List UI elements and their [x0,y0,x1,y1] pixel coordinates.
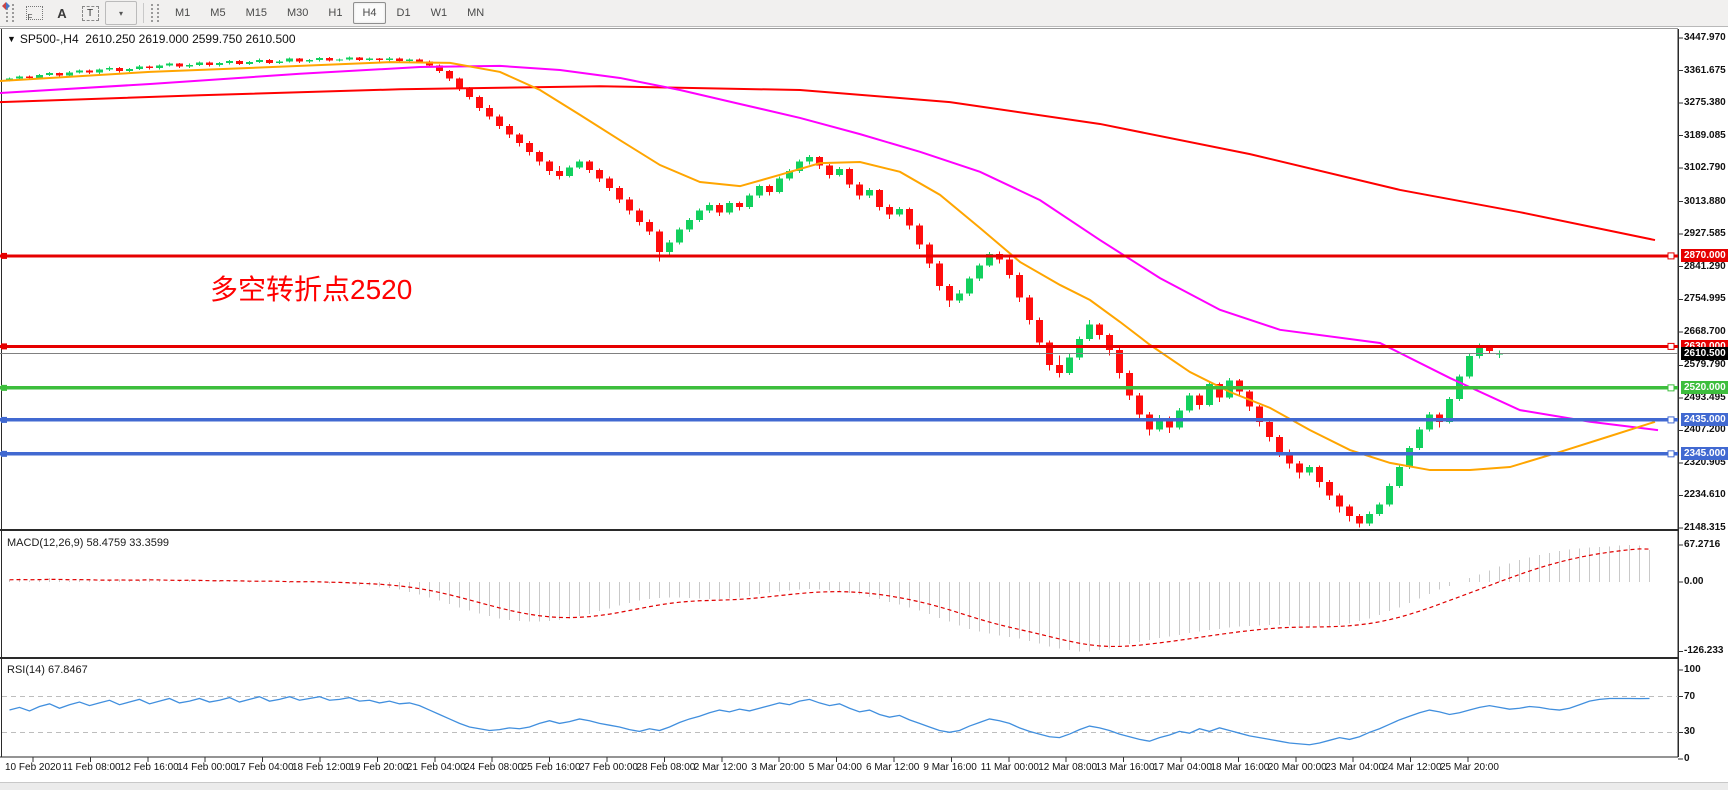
dropdown-caret-icon[interactable]: ▾ [118,8,123,18]
chart-canvas[interactable] [0,28,1728,790]
text-a-icon[interactable]: A [57,5,67,21]
f-grid-icon[interactable]: F [21,1,47,25]
timeframe-button-h1[interactable]: H1 [328,7,343,19]
toolbar-drag-handle-2[interactable] [151,4,159,22]
timeframe-buttons: M1 M5 M15 M30 H1 H4 D1 W1 MN [165,2,494,24]
arrows-glyph [2,2,10,10]
timeframe-button-mn[interactable]: MN [467,7,485,19]
chart-window [0,28,1728,782]
objects-arrows-icon[interactable]: ▾ [2,1,137,25]
timeframe-button-m5[interactable]: M5 [210,7,226,19]
timeframe-button-h4[interactable]: H4 [353,2,386,24]
text-box-icon[interactable]: T [77,1,103,25]
timeframe-button-m30[interactable]: M30 [286,7,309,19]
toolbar-drag-handle[interactable] [6,4,14,22]
timeframe-button-w1[interactable]: W1 [430,7,448,19]
timeframe-button-d1[interactable]: D1 [396,7,411,19]
toolbar: F A T ▾ M1 M5 M15 M30 H1 H4 D1 W1 MN [0,0,1728,27]
timeframe-button-m15[interactable]: M15 [245,7,267,19]
timeframe-button-m1[interactable]: M1 [175,7,191,19]
toolbar-separator [143,3,144,23]
